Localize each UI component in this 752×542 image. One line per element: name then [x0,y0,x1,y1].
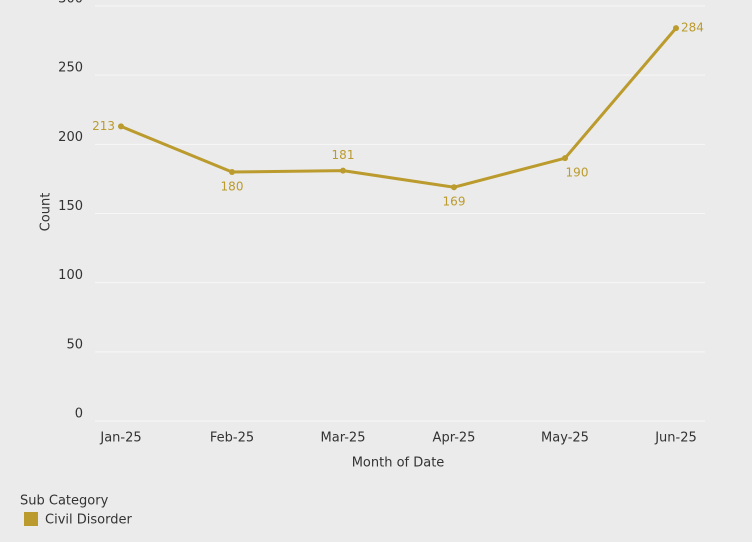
data-label: 180 [221,180,244,194]
y-tick-label: 300 [58,0,83,7]
data-label: 284 [681,21,704,35]
legend-title: Sub Category [20,494,109,509]
data-label: 169 [443,195,466,209]
line [120,27,678,189]
data-label: 190 [566,166,589,180]
y-tick-label: 250 [58,61,83,76]
point [118,123,124,130]
x-tick-label: Mar-25 [321,431,366,446]
x-tick-label: Jun-25 [654,431,697,446]
point [673,25,679,32]
point [451,184,457,191]
x-tick-label: Apr-25 [433,431,476,446]
legend-swatch [24,512,38,526]
legend-label: Civil Disorder [45,513,132,528]
y-tick-label: 100 [58,268,83,283]
y-axis-title: Count [39,193,54,232]
x-tick-label: May-25 [541,431,589,446]
point [562,155,568,162]
y-tick-label: 150 [58,199,83,214]
x-tick-label: Feb-25 [210,431,254,446]
x-axis-title: Month of Date [352,456,445,471]
y-tick-label: 0 [75,407,83,422]
data-label: 213 [92,119,115,133]
data-label: 181 [332,148,355,162]
point [229,169,235,175]
point [340,167,346,174]
x-tick-label: Jan-25 [99,431,141,446]
y-tick-label: 50 [66,337,83,352]
y-tick-label: 200 [58,130,83,145]
